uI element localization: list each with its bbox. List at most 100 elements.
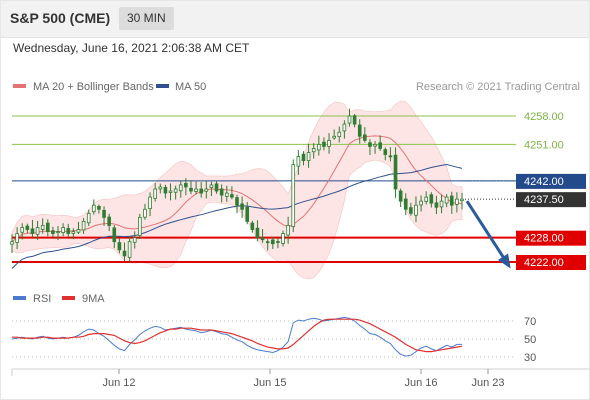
candle [71,228,76,240]
candle-body [286,225,290,236]
candle-body [296,156,301,167]
level-support-4-label: 4228.00 [524,233,564,245]
candle-body [393,154,398,190]
timeframe-badge[interactable]: 30 MIN [119,7,174,30]
candle [449,191,454,214]
candle [230,186,234,200]
candle-body [51,230,55,235]
ma9-legend-label: 9MA [82,293,105,305]
candle-body [449,195,454,206]
candle [209,181,214,196]
candle [265,238,270,251]
candle-body [260,237,265,241]
candle [163,184,168,199]
candle [444,194,449,208]
candle [403,193,408,216]
candle [419,195,423,212]
candle-body [45,222,50,232]
rsi-tick-50: 50 [524,334,536,346]
candle-body [311,148,316,153]
x-tick-label: Jun 15 [253,377,286,389]
candle-body [173,188,178,193]
candle-body [378,142,382,149]
candle [97,204,101,214]
candle [76,221,81,234]
candle [317,135,321,156]
candle-body [97,205,101,210]
candle [107,213,111,232]
credit-text: Research © 2021 Trading Central [416,81,580,93]
candle-body [117,242,122,251]
candle-body [61,227,65,233]
candle-body [240,203,244,210]
candle [81,217,86,234]
candle-body [86,212,91,224]
candle-body [209,184,214,189]
candle [117,238,122,254]
candle-body [122,250,127,257]
candle-body [102,209,106,218]
level-pivot-2-box [516,173,586,189]
candle-body [194,188,198,192]
candle [148,192,152,217]
candle [424,191,429,205]
candle [245,201,250,225]
candle-body [347,115,352,124]
candle-body [25,225,30,230]
candle [332,129,336,140]
candle [414,196,418,223]
candle-body [368,142,372,147]
candle [342,120,347,139]
candle [61,223,65,237]
rsi-tick-70: 70 [524,316,536,328]
candle-body [352,115,357,125]
candle-body [398,190,403,202]
candle [184,178,188,196]
candle [15,227,19,250]
chart-header: S&P 500 (CME) 30 MIN [0,0,590,38]
candle [296,150,301,175]
candle-body [409,207,413,214]
x-tick-label: Jun 16 [404,377,437,389]
candle [378,135,382,151]
level-current-3-label: 4237.50 [524,194,564,206]
candle-body [403,198,408,210]
candle-body [306,152,311,162]
candle-body [455,198,459,205]
candle-body [148,196,152,209]
candle-body [460,198,464,202]
candle-body [419,200,423,206]
candle [311,143,316,159]
candle [347,108,352,127]
bollinger-bands [11,100,463,280]
ma50-legend-swatch [156,84,169,88]
candle [235,194,239,214]
candle [352,114,357,128]
candle [434,195,439,215]
candle [194,181,198,195]
candle-body [112,227,117,243]
candle [429,192,434,208]
candle [158,183,163,194]
candle-body [255,227,260,239]
candle-body [184,183,188,188]
candle-body [357,124,362,137]
candle [92,199,96,215]
rsi-legend-label: RSI [33,293,51,305]
candle-body [373,143,377,147]
candle-body [15,233,19,243]
candle-body [56,231,60,233]
candle-body [230,194,234,198]
candle [398,188,403,207]
candle [168,183,173,201]
candle [10,234,14,254]
candle-body [265,241,270,244]
ma20-legend-label: MA 20 + Bollinger Bands [33,81,154,93]
candle [143,203,147,220]
candle [178,180,183,198]
candle [383,147,388,161]
candle [327,133,331,154]
candle-body [178,184,183,192]
rsi-tick-30: 30 [524,352,536,364]
candle [214,180,219,194]
